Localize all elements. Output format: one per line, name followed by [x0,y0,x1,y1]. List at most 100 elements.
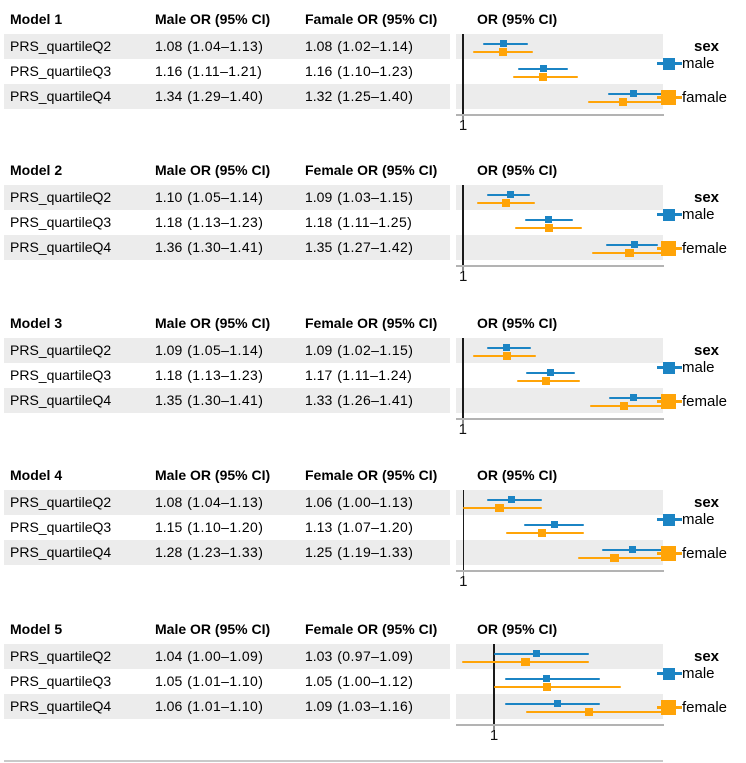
or-value: 1.34 [155,88,183,104]
female-or-value: 1.03 (0.97–1.09) [305,644,413,669]
legend-label-male: male [682,665,715,682]
male-marker [630,241,638,248]
female-or-column-header: Female OR (95% CI) [305,467,438,483]
model-title: Model 2 [10,162,63,178]
table-row: PRS_quartileQ2 1.09 (1.05–1.14) 1.09 (1.02–1… [4,338,450,363]
female-or-value: 1.13 (1.07–1.20) [305,515,413,540]
male-marker [543,675,551,682]
legend-title: sex [694,494,720,511]
table-row: PRS_quartileQ4 1.06 (1.01–1.10) 1.09 (1.03–1… [4,694,450,719]
row-label: PRS_quartileQ2 [10,648,112,664]
male-marker [630,394,638,401]
male-or-value: 1.18 (1.13–1.23) [155,363,263,388]
or-value: 1.32 [305,88,333,104]
ci-value: (1.02–1.15) [337,342,414,358]
male-key-icon [657,206,682,223]
x-axis-line [456,418,664,420]
male-or-value: 1.08 (1.04–1.13) [155,490,263,515]
ci-value: (1.02–1.14) [337,38,414,54]
female-key-icon [657,699,682,716]
male-marker [532,650,540,657]
x-axis-line [456,114,664,116]
row-label: PRS_quartileQ4 [10,544,112,560]
x-axis-line [456,570,664,572]
female-marker [541,376,551,385]
female-marker [618,97,628,106]
legend-item-female: female [657,393,746,410]
or-value: 1.13 [305,519,333,535]
female-marker [495,503,504,512]
or-value: 1.35 [305,239,333,255]
male-marker [547,369,555,376]
male-or-column-header: Male OR (95% CI) [155,11,271,27]
male-marker [550,521,558,528]
model-title: Model 5 [10,621,63,637]
or-value: 1.16 [305,63,333,79]
row-label: PRS_quartileQ3 [10,63,112,79]
or-value: 1.09 [155,342,183,358]
ci-value: (1.10–1.23) [337,63,414,79]
ci-value: (0.97–1.09) [337,648,414,664]
ci-value: (1.30–1.41) [187,239,264,255]
x-axis-tick [462,572,464,576]
legend-label-male: male [682,206,715,223]
forest-plot-panel [456,185,663,265]
x-axis-tick-label: 1 [459,573,468,590]
ci-value: (1.11–1.21) [187,63,263,79]
table-row: PRS_quartileQ3 1.05 (1.01–1.10) 1.05 (1.00–1… [4,669,450,694]
female-marker [538,72,548,81]
or-value: 1.09 [305,698,333,714]
ci-value: (1.04–1.13) [187,38,264,54]
forest-plot-panel [456,338,663,418]
table-row: PRS_quartileQ4 1.34 (1.29–1.40) 1.32 (1.25–1… [4,84,450,109]
female-marker [502,351,512,360]
table-row: PRS_quartileQ3 1.15 (1.10–1.20) 1.13 (1.07–1… [4,515,450,540]
or-value: 1.15 [155,519,183,535]
row-label: PRS_quartileQ4 [10,698,112,714]
female-or-value: 1.17 (1.11–1.24) [305,363,412,388]
male-or-value: 1.36 (1.30–1.41) [155,235,263,260]
female-or-value: 1.16 (1.10–1.23) [305,59,413,84]
female-marker [498,47,508,56]
legend-label-female: female [682,393,728,410]
plot-column-header: OR (95% CI) [477,315,558,331]
sex-legend: sex male famale [657,38,746,106]
forest-plot-panel [456,34,663,114]
male-marker [499,40,507,47]
reference-line [462,338,464,418]
or-value: 1.16 [155,63,183,79]
male-key-icon [657,359,682,376]
female-or-value: 1.33 (1.26–1.41) [305,388,413,413]
or-value: 1.18 [155,214,183,230]
model-block-4: Model 4 Male OR (95% CI) Female OR (95% … [0,458,746,612]
male-or-value: 1.15 (1.10–1.20) [155,515,263,540]
table-row: PRS_quartileQ2 1.10 (1.05–1.14) 1.09 (1.03–1… [4,185,450,210]
legend-item-female: female [657,545,746,562]
x-axis-tick-label: 1 [489,727,499,744]
ci-value: (1.05–1.14) [187,189,264,205]
ci-series [456,34,663,109]
table-row: PRS_quartileQ4 1.35 (1.30–1.41) 1.33 (1.26–1… [4,388,450,413]
ci-value: (1.00–1.13) [337,494,414,510]
male-or-value: 1.05 (1.01–1.10) [155,669,263,694]
reference-line [493,644,495,724]
female-marker [542,682,552,691]
model-title: Model 4 [10,467,63,483]
male-marker [545,216,553,223]
legend-label-female: female [682,545,728,562]
x-axis-tick-label: 1 [458,421,467,438]
male-marker [508,496,516,503]
male-marker [629,90,637,97]
female-marker [501,198,511,207]
legend-item-male: male [657,665,746,682]
or-value: 1.05 [155,673,183,689]
legend-item-female: female [657,699,746,716]
or-value: 1.06 [155,698,183,714]
row-stripe [456,540,663,565]
table-row: PRS_quartileQ3 1.18 (1.13–1.23) 1.17 (1.11–1… [4,363,450,388]
plot-column-header: OR (95% CI) [477,621,558,637]
male-or-value: 1.06 (1.01–1.10) [155,694,263,719]
male-or-column-header: Male OR (95% CI) [155,162,271,178]
table-row: PRS_quartileQ2 1.08 (1.04–1.13) 1.06 (1.00–1… [4,490,450,515]
